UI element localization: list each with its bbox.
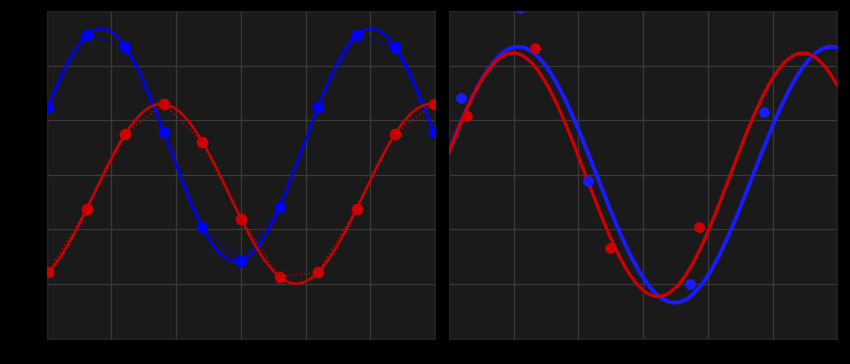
- Point: [693, 225, 706, 230]
- Point: [80, 32, 94, 38]
- Point: [388, 131, 402, 137]
- Point: [683, 281, 697, 287]
- Point: [157, 129, 171, 135]
- Point: [455, 95, 468, 101]
- Point: [42, 269, 55, 275]
- Point: [42, 104, 55, 110]
- Point: [80, 206, 94, 211]
- Point: [196, 139, 209, 145]
- Point: [388, 44, 402, 50]
- Point: [273, 274, 286, 280]
- Point: [581, 178, 595, 184]
- Point: [603, 245, 616, 251]
- Point: [427, 129, 440, 135]
- Point: [513, 5, 527, 11]
- Point: [311, 104, 325, 110]
- Point: [235, 216, 248, 222]
- Point: [427, 101, 440, 107]
- Point: [757, 110, 771, 115]
- Point: [196, 224, 209, 230]
- Point: [118, 131, 132, 136]
- Point: [273, 204, 286, 210]
- Point: [118, 44, 132, 50]
- Point: [235, 258, 248, 264]
- Point: [529, 46, 542, 51]
- Point: [157, 101, 171, 107]
- Point: [350, 32, 364, 38]
- Point: [461, 113, 474, 119]
- Point: [350, 206, 364, 211]
- Point: [311, 269, 325, 275]
